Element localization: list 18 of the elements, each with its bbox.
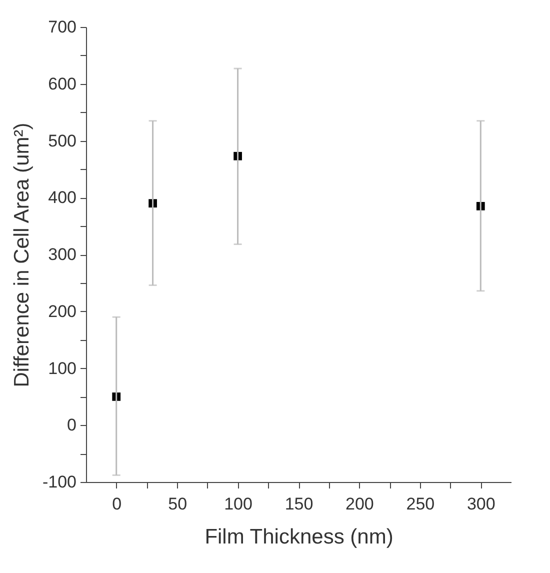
y-tick-label: 300 bbox=[48, 245, 76, 264]
y-tick-label: 700 bbox=[48, 18, 76, 36]
x-axis-title: Film Thickness (nm) bbox=[204, 526, 394, 548]
x-tick-label: 50 bbox=[168, 494, 188, 514]
y-tick-label: 500 bbox=[48, 131, 76, 150]
y-tick-label: 600 bbox=[48, 74, 76, 94]
x-tick-label: 0 bbox=[112, 494, 122, 514]
y-axis-title: Difference in Cell Area (um²) bbox=[10, 122, 34, 388]
x-tick-label: 250 bbox=[406, 494, 435, 514]
y-tick-label: -100 bbox=[42, 472, 76, 492]
y-tick-label: 0 bbox=[67, 416, 76, 435]
y-tick-label: 100 bbox=[48, 358, 76, 378]
x-tick-label: 100 bbox=[224, 494, 252, 514]
x-tick-label: 200 bbox=[346, 494, 374, 514]
y-tick-label: 400 bbox=[48, 188, 76, 208]
y-tick-label: 200 bbox=[48, 302, 76, 321]
x-tick-label: 300 bbox=[466, 494, 496, 514]
x-tick-label: 150 bbox=[284, 494, 314, 514]
